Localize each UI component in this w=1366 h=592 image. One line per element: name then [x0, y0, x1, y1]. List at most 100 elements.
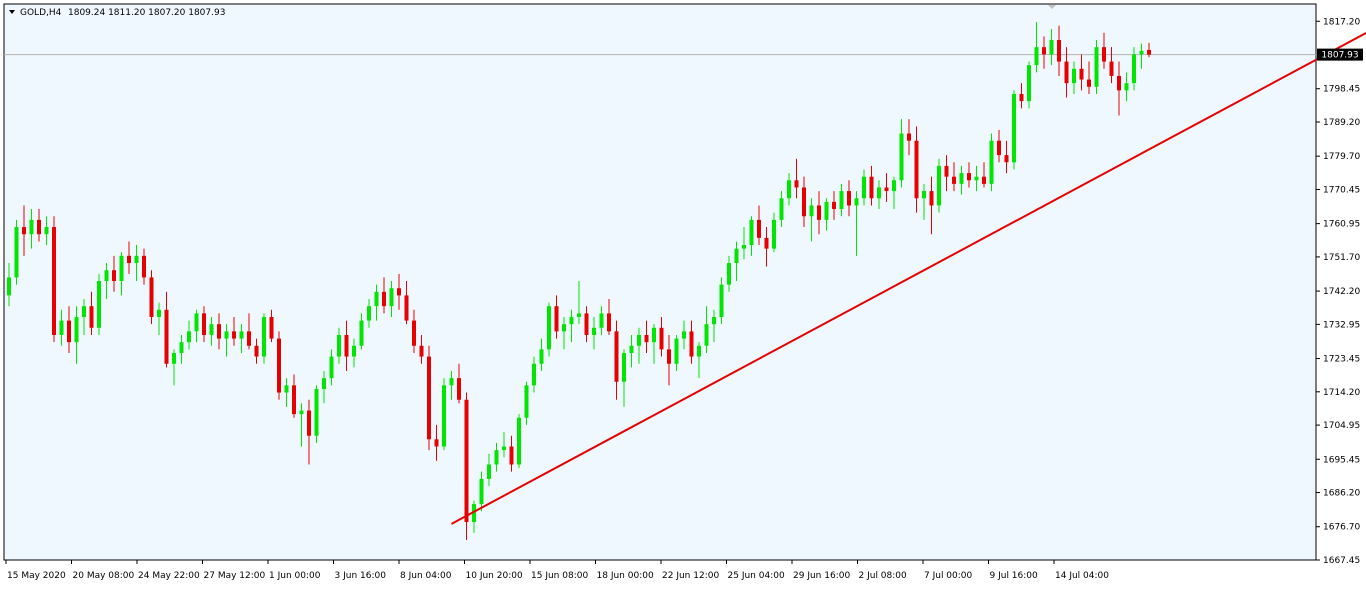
- candle-body: [735, 249, 739, 263]
- ohlc-readout: 1809.24 1811.20 1807.20 1807.93: [68, 8, 225, 18]
- candle-body: [217, 324, 221, 338]
- candle-body: [360, 321, 364, 346]
- y-tick-label: 1704.95: [1323, 421, 1360, 431]
- candle-body: [795, 180, 799, 187]
- candle-body: [90, 306, 94, 328]
- candle-body: [82, 306, 86, 317]
- candle-body: [150, 277, 154, 317]
- x-tick-label: 25 Jun 04:00: [728, 571, 785, 581]
- candle: [150, 270, 154, 324]
- candle-body: [1072, 69, 1076, 83]
- candle-body: [607, 313, 611, 331]
- candle-body: [967, 173, 971, 180]
- candle-body: [1110, 62, 1114, 76]
- candle-body: [555, 306, 559, 331]
- candle-body: [300, 411, 304, 415]
- candle-body: [450, 378, 454, 385]
- candle-body: [975, 177, 979, 181]
- candle-body: [727, 263, 731, 285]
- y-tick-label: 1798.45: [1323, 85, 1360, 95]
- x-tick-label: 10 Jun 20:00: [466, 571, 523, 581]
- candle-body: [232, 331, 236, 338]
- x-tick-label: 1 Jun 00:00: [269, 571, 321, 581]
- candle: [1012, 90, 1016, 169]
- candle-body: [7, 277, 11, 295]
- x-tick-label: 9 Jul 16:00: [990, 571, 1039, 581]
- candle-body: [427, 357, 431, 440]
- candle-body: [270, 317, 274, 339]
- candle-body: [915, 141, 919, 199]
- candle: [315, 385, 319, 443]
- candle-body: [847, 191, 851, 205]
- candle-body: [1012, 94, 1016, 162]
- candle-body: [870, 177, 874, 199]
- candle: [262, 313, 266, 363]
- candle-body: [1140, 51, 1144, 55]
- candle-body: [307, 411, 311, 436]
- x-tick-label: 20 May 08:00: [73, 571, 135, 581]
- candle-body: [600, 313, 604, 327]
- y-tick-label: 1667.45: [1323, 556, 1360, 566]
- candle-body: [585, 313, 589, 335]
- y-tick-label: 1817.20: [1323, 17, 1360, 27]
- y-tick-label: 1770.45: [1323, 185, 1360, 195]
- candle-body: [1087, 80, 1091, 87]
- candle-body: [592, 328, 596, 335]
- candle: [990, 134, 994, 192]
- candle-body: [652, 328, 656, 342]
- candle-body: [277, 339, 281, 393]
- x-tick-label: 15 Jun 08:00: [531, 571, 588, 581]
- candle-body: [195, 313, 199, 331]
- candle-body: [765, 238, 769, 249]
- candle-body: [292, 385, 296, 414]
- candle-body: [1117, 76, 1121, 90]
- y-tick-label: 1789.20: [1323, 118, 1360, 128]
- x-tick-label: 18 Jun 00:00: [597, 571, 654, 581]
- candle-body: [705, 324, 709, 346]
- candle-body: [315, 389, 319, 436]
- candle-body: [247, 331, 251, 345]
- candle-body: [120, 256, 124, 281]
- candle-body: [262, 317, 266, 357]
- candle-body: [682, 331, 686, 338]
- candle-body: [172, 353, 176, 364]
- candle-body: [855, 198, 859, 205]
- current-price-label: 1807.93: [1321, 51, 1358, 61]
- x-tick-label: 14 Jul 04:00: [1055, 571, 1109, 581]
- symbol-label: GOLD,H4: [20, 8, 62, 18]
- candle-body: [142, 256, 146, 278]
- candle-body: [780, 198, 784, 220]
- candle-body: [622, 353, 626, 382]
- y-tick-label: 1760.95: [1323, 220, 1360, 230]
- candle: [517, 414, 521, 468]
- candle-body: [60, 321, 64, 335]
- candle-body: [952, 177, 956, 184]
- candle-body: [510, 446, 514, 464]
- x-tick-label: 3 Jun 16:00: [335, 571, 387, 581]
- y-tick-label: 1723.45: [1323, 355, 1360, 365]
- candle-body: [202, 313, 206, 335]
- y-tick-label: 1714.20: [1323, 388, 1360, 398]
- candle-body: [187, 331, 191, 342]
- candle-body: [412, 321, 416, 346]
- candle: [547, 303, 551, 357]
- candle-body: [487, 464, 491, 478]
- candle-body: [697, 346, 701, 357]
- x-tick-label: 27 May 12:00: [204, 571, 266, 581]
- candle-body: [630, 346, 634, 353]
- candle-body: [960, 173, 964, 184]
- x-tick-label: 29 Jun 16:00: [793, 571, 850, 581]
- candle-body: [1050, 40, 1054, 54]
- candle-body: [757, 220, 761, 238]
- candle-body: [330, 357, 334, 379]
- candle-body: [532, 364, 536, 386]
- y-axis: 1817.20 1798.45 1789.20 1779.70 1770.45 1760.…: [1316, 17, 1360, 566]
- candle-body: [862, 177, 866, 199]
- candle-body: [540, 349, 544, 363]
- candle-body: [922, 191, 926, 198]
- candle-body: [127, 256, 131, 263]
- candle-body: [397, 288, 401, 295]
- y-tick-label: 1779.70: [1323, 152, 1360, 162]
